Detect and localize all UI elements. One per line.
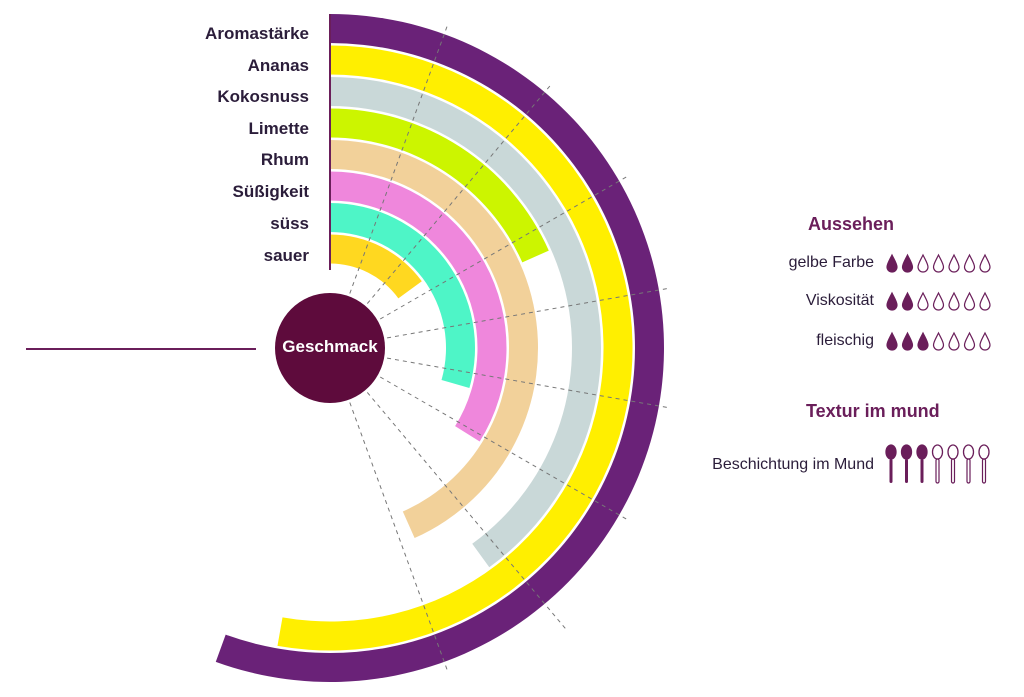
spoon-icon: [978, 444, 990, 484]
ring-bar-5: [330, 171, 507, 442]
rating-drops-fleischig: [886, 331, 991, 351]
ring-bar-7: [330, 234, 422, 299]
label-divider: [329, 14, 331, 270]
series-label-ananas: Ananas: [247, 56, 309, 75]
spoon-icon: [962, 444, 975, 484]
series-label-suessigkeit: Süßigkeit: [232, 182, 309, 201]
drop-icon: [917, 291, 929, 311]
drop-icon: [963, 331, 976, 351]
appearance-title: Aussehen: [808, 214, 895, 234]
series-label-aromastaerke: Aromastärke: [205, 24, 309, 43]
center-circle: [275, 293, 385, 403]
drop-icon: [886, 331, 898, 351]
drop-icon: [948, 331, 960, 351]
drop-icon: [886, 253, 898, 273]
ring-bar-2: [330, 77, 601, 568]
spoon-icon: [916, 444, 928, 483]
spoon-icon: [900, 444, 913, 483]
series-label-suess: süss: [270, 214, 309, 233]
drop-icon: [917, 253, 929, 273]
ring-bar-6: [330, 203, 475, 388]
drop-icon: [901, 291, 914, 311]
attribute-label-beschichtung: Beschichtung im Mund: [712, 456, 874, 473]
drop-icon: [886, 291, 898, 311]
drop-icon: [932, 331, 945, 351]
drop-icon: [932, 253, 945, 273]
drop-icon: [979, 291, 991, 311]
grid-line-7: [366, 392, 569, 632]
attribute-label-fleischig: fleischig: [816, 332, 874, 349]
spoon-icon: [885, 444, 897, 483]
drop-icon: [932, 291, 945, 311]
rating-drops-gelbe-farbe: [886, 253, 991, 273]
rating-spoons-beschichtung: [885, 444, 990, 484]
attribute-label-viskositaet: Viskosität: [805, 292, 874, 309]
drop-icon: [917, 331, 929, 351]
drop-icon: [948, 291, 960, 311]
texture-title: Textur im mund: [806, 401, 940, 421]
drop-icon: [901, 331, 914, 351]
series-label-kokosnuss: Kokosnuss: [217, 87, 309, 106]
center-divider: [26, 348, 256, 350]
drop-icon: [963, 291, 976, 311]
spoon-icon: [947, 444, 959, 484]
drop-icon: [979, 253, 991, 273]
attribute-label-gelbe-farbe: gelbe Farbe: [788, 254, 874, 271]
ring-bar-3: [330, 108, 549, 263]
center-label: Geschmack: [282, 337, 378, 356]
series-label-sauer: sauer: [263, 246, 309, 265]
rating-drops-viskositaet: [886, 291, 991, 311]
drop-icon: [979, 331, 991, 351]
spoon-icon: [931, 444, 944, 484]
drop-icon: [963, 253, 976, 273]
series-label-limette: Limette: [248, 119, 309, 138]
drop-icon: [948, 253, 960, 273]
drop-icon: [901, 253, 914, 273]
series-label-rhum: Rhum: [260, 150, 309, 169]
